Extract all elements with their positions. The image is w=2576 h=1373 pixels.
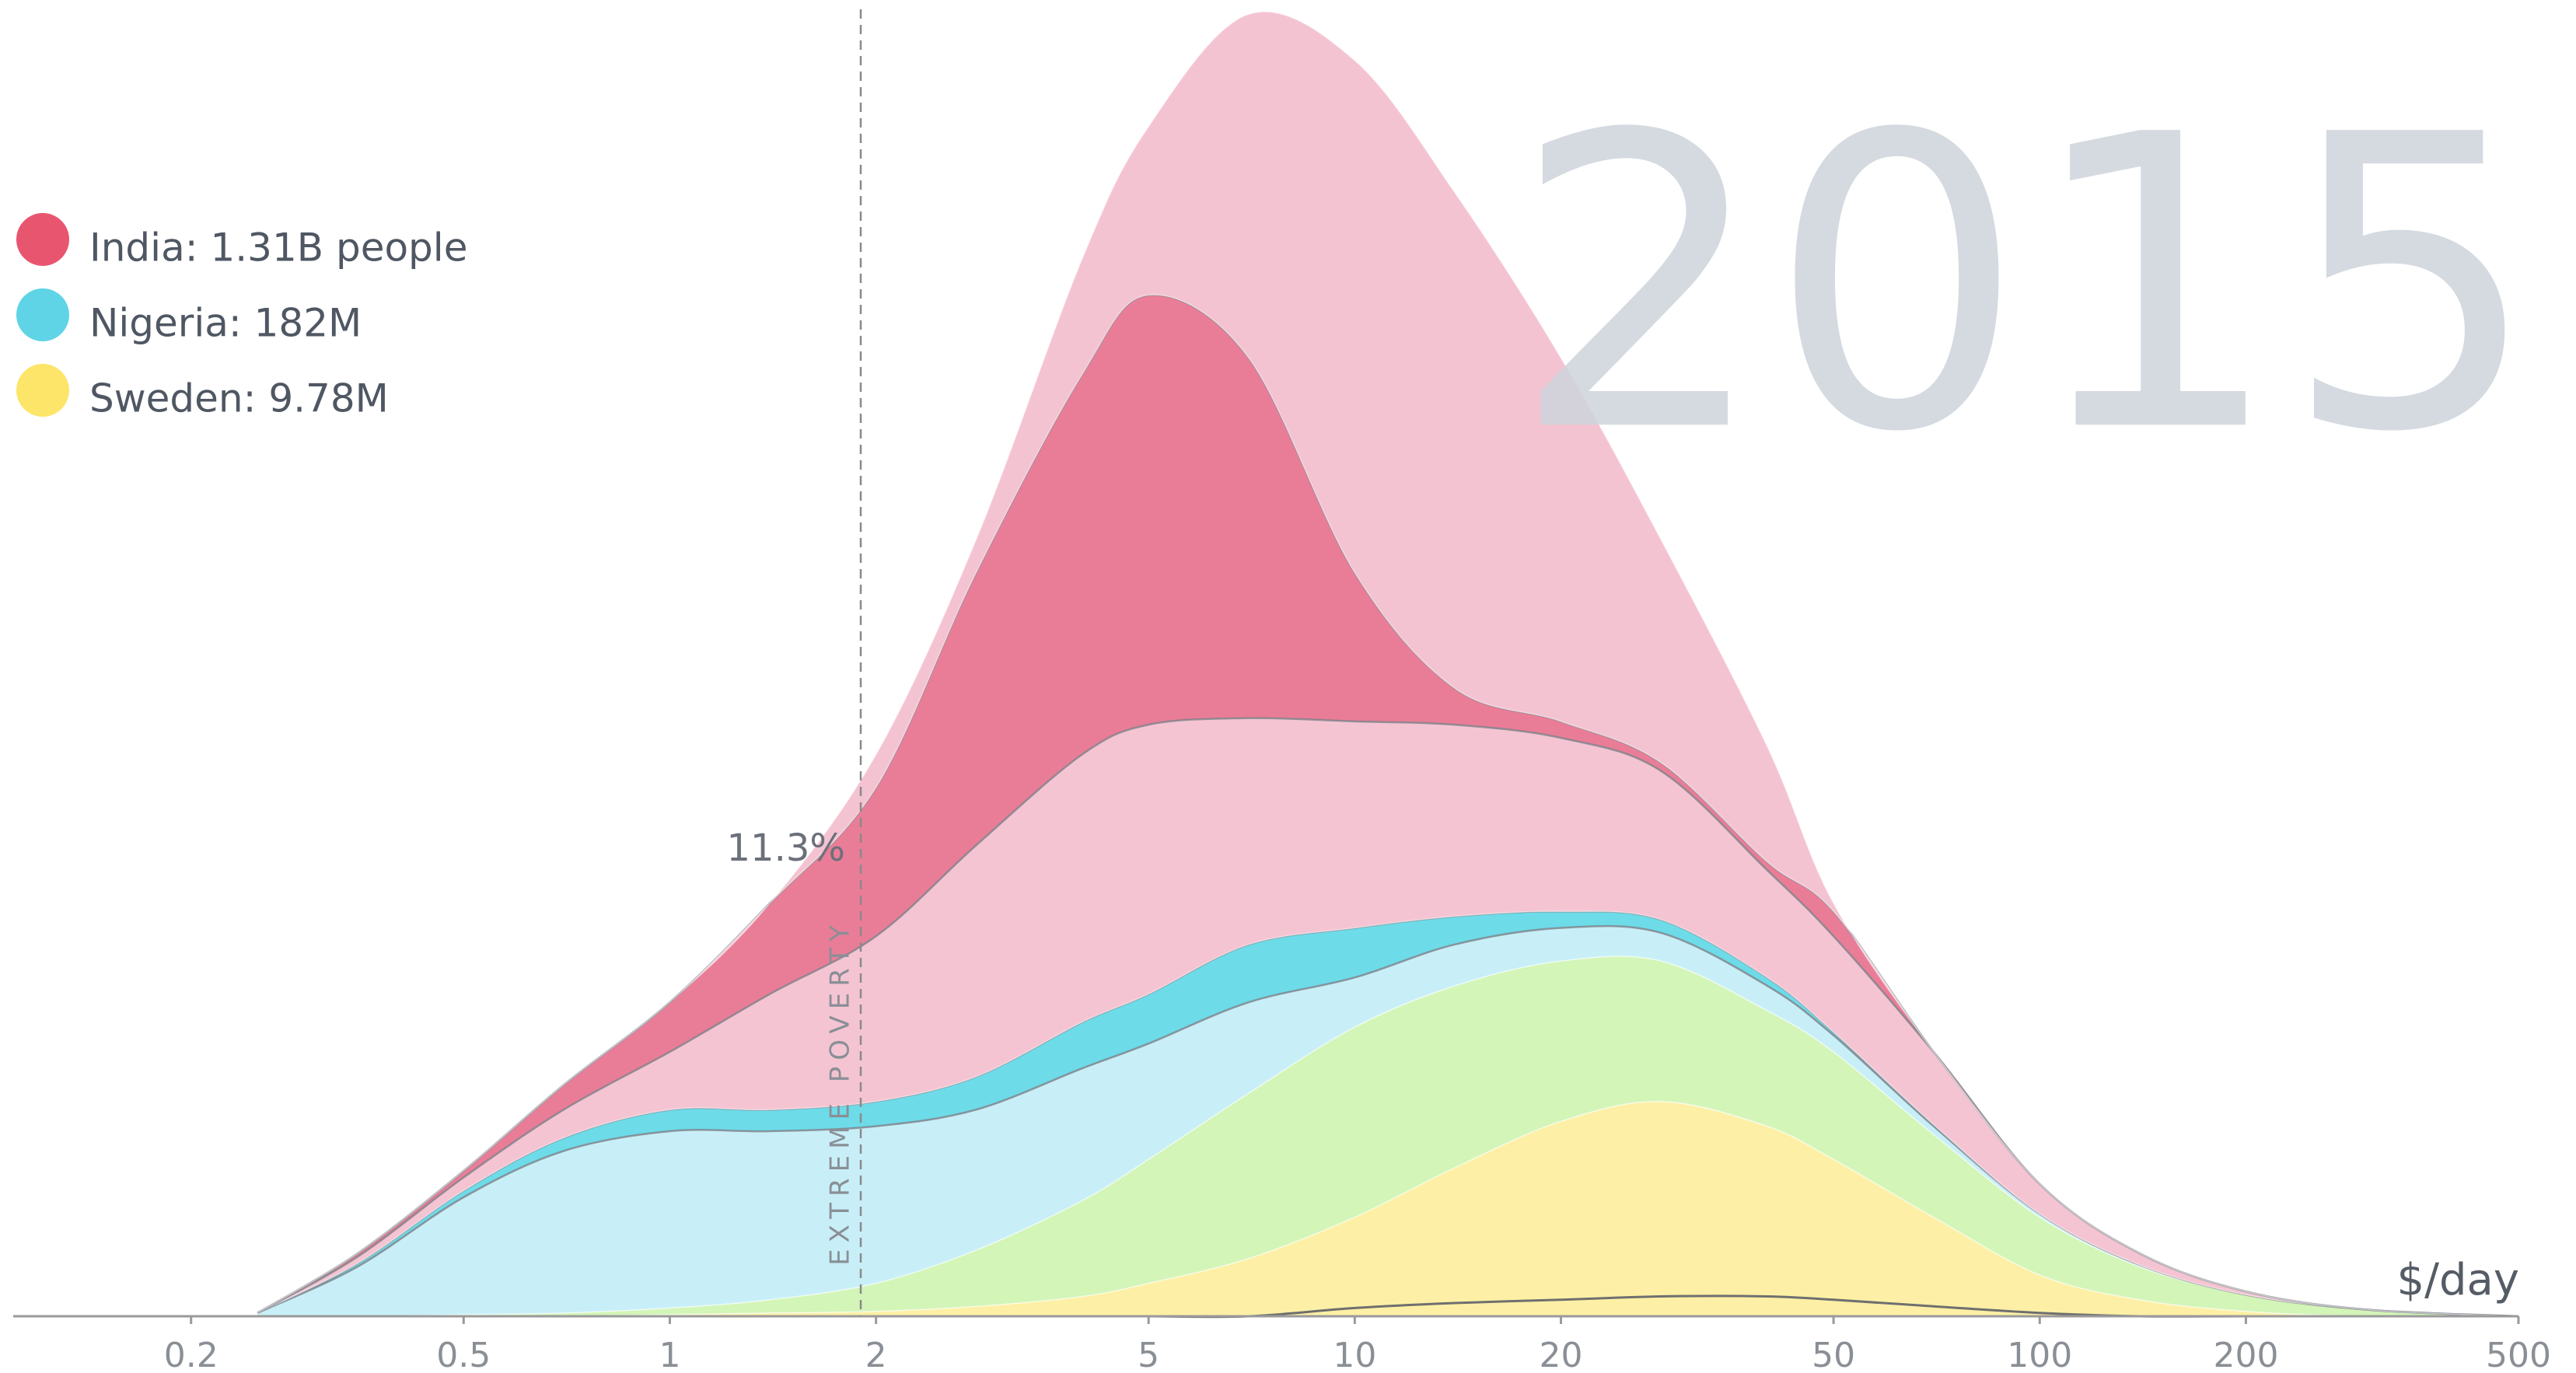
mountain-layer [257, 11, 2519, 1317]
x-tick-label: 200 [2213, 1336, 2278, 1373]
x-tick-label: 10 [1333, 1336, 1376, 1373]
x-tick-label: 20 [1540, 1336, 1583, 1373]
x-tick-label: 100 [2007, 1336, 2072, 1373]
legend-marker [16, 364, 69, 417]
poverty-annotation: 11.3% [727, 826, 845, 870]
legend-marker [16, 288, 69, 341]
legend-label: India: 1.31B people [89, 225, 467, 271]
x-axis-label: $/day [2397, 1255, 2520, 1305]
x-tick-label: 5 [1138, 1336, 1159, 1373]
legend-marker [16, 213, 69, 266]
x-tick-label: 2 [865, 1336, 887, 1373]
x-tick-label: 50 [1812, 1336, 1855, 1373]
legend-label: Nigeria: 182M [89, 301, 362, 346]
x-tick-label: 500 [2486, 1336, 2551, 1373]
legend-label: Sweden: 9.78M [89, 376, 389, 421]
poverty-label: EXTREME POVERTY [825, 919, 856, 1266]
x-tick-label: 1 [659, 1336, 680, 1373]
x-tick-label: 0.5 [436, 1336, 491, 1373]
x-tick-label: 0.2 [164, 1336, 218, 1373]
year-label: 2015 [1511, 49, 2539, 520]
